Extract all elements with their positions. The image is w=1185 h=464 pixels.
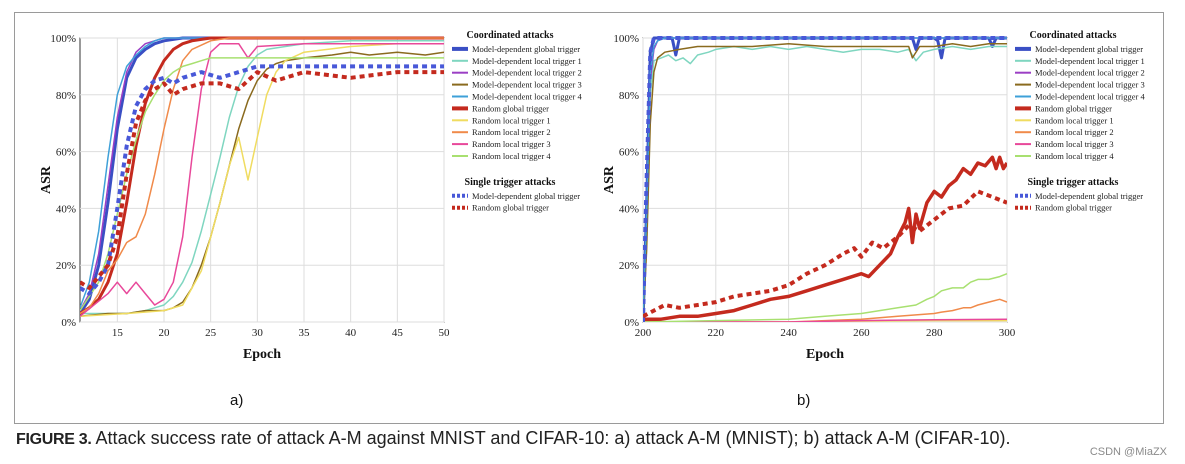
panel-a-x-tick-label: 35 (299, 327, 311, 339)
panel-b-legend-entry: Random local trigger 3 (1035, 139, 1114, 149)
panel-a-series-line-random-local-trigger-1 (80, 42, 444, 318)
panel-a-series-line-random-local-trigger-2 (80, 37, 444, 315)
panel-a-x-tick-label: 15 (112, 327, 124, 339)
panel-b-series-line-random-global-trigger (643, 155, 1007, 321)
panel-b-y-tick-label: 80% (619, 90, 639, 102)
panel-a-x-axis-label: Epoch (243, 347, 281, 362)
panel-a-series-line-model-dependent-local-trigger-4 (80, 37, 444, 309)
panel-a-legend-entry: Model-dependent global trigger (472, 44, 580, 54)
panel-a-legend-group-title: Single trigger attacks (465, 177, 556, 188)
panel-b-x-tick-label: 240 (780, 327, 797, 339)
panel-b-y-tick-label: 40% (619, 203, 639, 215)
panel-b-y-axis-label: ASR (602, 165, 617, 194)
panel-b-x-tick-label: 200 (635, 327, 652, 339)
panel-b-y-tick-label: 20% (619, 260, 639, 272)
panel-b-legend-entry: Model-dependent global trigger (1035, 191, 1143, 201)
panel-b-x-axis-label: Epoch (806, 347, 844, 362)
panel-a-y-tick-label: 100% (50, 33, 76, 45)
panel-b-legend: Coordinated attacks Model-dependent globa… (1015, 30, 1146, 213)
panel-b-series-group (643, 36, 1007, 322)
panel-b-x-tick-label: 260 (853, 327, 870, 339)
panel-a-x-tick-label: 50 (439, 327, 451, 339)
panel-a-y-tick-label: 20% (56, 260, 76, 272)
panel-b-legend-entry: Model-dependent global trigger (1035, 44, 1143, 54)
panel-a-legend-entry: Random local trigger 2 (472, 127, 551, 137)
panel-b-x-tick-label: 220 (708, 327, 725, 339)
panel-b-legend-entry: Random local trigger 2 (1035, 127, 1114, 137)
panel-a-chart: 15 20 25 30 35 40 45 50 0% 20% 40% 60% 80% 100% Epoch A… (39, 30, 583, 362)
panel-a-legend-group-title: Coordinated attacks (467, 30, 554, 41)
panel-a-legend-entry: Model-dependent local trigger 1 (472, 56, 582, 66)
panel-a-x-tick-label: 45 (392, 327, 404, 339)
panel-a-y-tick-label: 40% (56, 203, 76, 215)
figure-frame (14, 12, 1164, 424)
panel-a-x-tick-label: 30 (252, 327, 264, 339)
panel-b-x-tick-label: 300 (999, 327, 1016, 339)
panel-a-legend: Coordinated attacks Model-dependent globa… (452, 30, 583, 213)
panel-b-x-tick-label: 280 (926, 327, 943, 339)
panel-b-legend-entry: Random global trigger (1035, 203, 1112, 213)
panel-a-legend-entry: Random local trigger 1 (472, 115, 551, 125)
panel-a-legend-entry: Random global trigger (472, 203, 549, 213)
panel-a-y-axis-label: ASR (39, 165, 54, 194)
panel-b-y-tick-label: 60% (619, 147, 639, 159)
panel-b-series-line-single-model-dependent-global-trigger (643, 36, 1007, 322)
panel-b-series-line-single-random-global-trigger (643, 189, 1007, 319)
panel-b-legend-entry: Model-dependent local trigger 3 (1035, 80, 1145, 90)
panel-a-y-tick-label: 80% (56, 90, 76, 102)
panel-b-legend-entry: Random global trigger (1035, 103, 1112, 113)
figure-caption-text: Attack success rate of attack A-M agains… (91, 428, 1011, 448)
panel-b-chart: 200 220 240 260 280 300 0% 20% 40% 60% 80% 100% Epoc… (602, 30, 1146, 362)
panel-b-legend-group-title: Single trigger attacks (1028, 177, 1119, 188)
panel-a-series-line-model-dependent-local-trigger-1 (80, 40, 444, 315)
panel-b-legend-entry: Model-dependent local trigger 1 (1035, 56, 1145, 66)
panel-a-legend-entry: Random global trigger (472, 103, 549, 113)
panel-a-legend-entry: Model-dependent global trigger (472, 191, 580, 201)
panel-b-legend-group-title: Coordinated attacks (1030, 30, 1117, 41)
panel-a-legend-entry: Random local trigger 3 (472, 139, 551, 149)
figure-caption: FIGURE 3. Attack success rate of attack … (16, 428, 1011, 449)
panel-a-label: a) (230, 392, 244, 409)
panel-b-y-tick-label: 100% (613, 33, 639, 45)
panel-a-series-line-random-global-trigger (80, 36, 444, 315)
panel-a-y-tick-label: 0% (61, 317, 76, 329)
watermark: CSDN @MiaZX (1089, 446, 1167, 458)
panel-a-legend-entry: Model-dependent local trigger 3 (472, 80, 582, 90)
panel-b-y-tick-label: 0% (624, 317, 639, 329)
panel-a-x-tick-label: 25 (205, 327, 217, 339)
panel-a-legend-entry: Random local trigger 4 (472, 151, 551, 161)
panel-b-legend-entry: Random local trigger 1 (1035, 115, 1114, 125)
panel-b-legend-entry: Model-dependent local trigger 2 (1035, 68, 1145, 78)
figure-caption-label: FIGURE 3. (16, 431, 92, 448)
panel-a-x-tick-label: 40 (345, 327, 357, 339)
panel-a-x-tick-label: 20 (159, 327, 171, 339)
panel-b-legend-entry: Model-dependent local trigger 4 (1035, 92, 1146, 102)
panel-a-y-tick-label: 60% (56, 147, 76, 159)
panel-a-series-group (80, 36, 444, 318)
panel-a-plot-area (79, 37, 445, 323)
panel-b-label: b) (797, 392, 811, 409)
panel-a-legend-entry: Model-dependent local trigger 4 (472, 92, 583, 102)
panel-b-series-line-random-local-trigger-4 (643, 273, 1007, 322)
panel-b-series-line-model-dependent-local-trigger-3 (643, 42, 1007, 322)
panel-b-plot-area (642, 37, 1008, 323)
panel-b-series-line-random-local-trigger-3 (643, 318, 1007, 322)
panel-b-series-line-model-dependent-local-trigger-1 (643, 45, 1007, 322)
panel-a-legend-entry: Model-dependent local trigger 2 (472, 68, 582, 78)
panel-b-legend-entry: Random local trigger 4 (1035, 151, 1114, 161)
